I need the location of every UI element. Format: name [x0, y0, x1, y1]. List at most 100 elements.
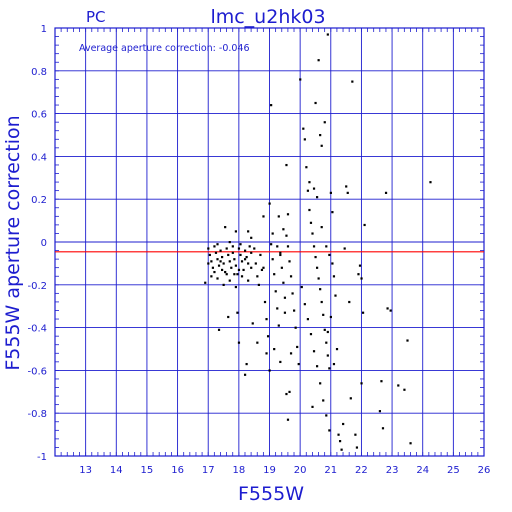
y-tick-label: -0.4 [27, 324, 47, 335]
x-tick-label: 15 [141, 465, 154, 476]
data-point [254, 262, 257, 265]
data-point [245, 255, 248, 259]
data-point [236, 273, 239, 276]
data-point [210, 275, 213, 278]
data-point [288, 260, 291, 263]
data-point [403, 388, 406, 391]
data-point [222, 283, 225, 286]
data-point [225, 273, 228, 276]
data-point [348, 300, 351, 304]
data-point [335, 348, 339, 351]
data-point [309, 333, 313, 336]
data-point [247, 262, 250, 265]
data-point [354, 433, 357, 436]
data-point [337, 433, 340, 436]
data-point [282, 228, 285, 231]
data-point [219, 260, 222, 263]
data-point [315, 266, 319, 269]
data-point [294, 326, 297, 329]
data-point [207, 247, 210, 250]
data-point [378, 410, 382, 413]
data-point [357, 273, 360, 276]
data-point [303, 138, 306, 141]
data-point [361, 311, 365, 314]
y-tick-label: 0.6 [31, 110, 47, 121]
data-point [273, 348, 276, 351]
y-tick-label: -1 [37, 452, 47, 463]
x-tick-label: 24 [416, 465, 429, 476]
x-tick-label: 26 [478, 465, 491, 476]
data-point [329, 191, 332, 194]
data-point [325, 245, 328, 248]
data-point [286, 245, 290, 248]
data-point [207, 262, 210, 265]
data-point [340, 448, 343, 451]
data-point [303, 303, 306, 306]
data-point [263, 300, 267, 304]
data-point [326, 354, 329, 357]
data-point [225, 247, 228, 250]
data-point [360, 382, 363, 385]
data-point [312, 350, 316, 353]
data-point [312, 187, 316, 190]
data-point [305, 166, 308, 169]
data-point [268, 202, 271, 205]
y-tick-label: 0.2 [31, 195, 47, 206]
data-point [299, 78, 302, 81]
x-tick-label: 13 [79, 465, 92, 476]
data-point [270, 104, 273, 107]
data-point [221, 255, 224, 259]
data-point [271, 258, 274, 261]
data-point [217, 264, 221, 267]
data-point [276, 245, 279, 248]
data-point [216, 258, 219, 261]
x-tick-label: 22 [355, 465, 368, 476]
y-tick-label: 0 [41, 238, 47, 249]
data-point [248, 245, 251, 248]
data-point [279, 253, 282, 257]
y-tick-label: -0.2 [27, 281, 47, 292]
data-point [221, 268, 224, 272]
x-tick-label: 25 [447, 465, 460, 476]
data-point [360, 277, 363, 280]
data-point [323, 328, 326, 331]
data-point [325, 414, 328, 417]
data-point [363, 223, 366, 227]
data-point [283, 311, 287, 314]
data-point [222, 262, 225, 265]
data-point [256, 341, 259, 344]
data-point [279, 251, 282, 254]
data-point [243, 373, 247, 376]
data-point [250, 266, 253, 269]
data-point [268, 369, 271, 372]
x-tick-label: 18 [232, 465, 245, 476]
data-point [271, 232, 274, 235]
data-point [270, 243, 273, 246]
data-point [285, 392, 288, 396]
data-point [311, 405, 314, 408]
data-point [319, 134, 322, 137]
data-point [314, 101, 317, 105]
data-point [296, 345, 299, 349]
data-point [237, 268, 241, 272]
data-point [355, 446, 359, 449]
chart-title: lmc_u2hk03 [210, 6, 325, 28]
data-point [219, 249, 222, 252]
data-point [380, 380, 383, 383]
data-point [409, 442, 412, 445]
data-point [213, 245, 216, 248]
y-tick-label: 1 [41, 24, 47, 35]
data-point [328, 367, 331, 370]
data-point [237, 341, 241, 344]
data-point [276, 307, 279, 310]
data-point [228, 260, 231, 263]
data-point [311, 232, 314, 235]
data-point [239, 243, 242, 246]
data-point [326, 330, 329, 334]
data-point [314, 255, 317, 259]
data-point [231, 245, 234, 248]
data-point [285, 163, 288, 167]
data-point [386, 307, 389, 310]
data-point [291, 292, 294, 295]
data-point [297, 362, 300, 366]
